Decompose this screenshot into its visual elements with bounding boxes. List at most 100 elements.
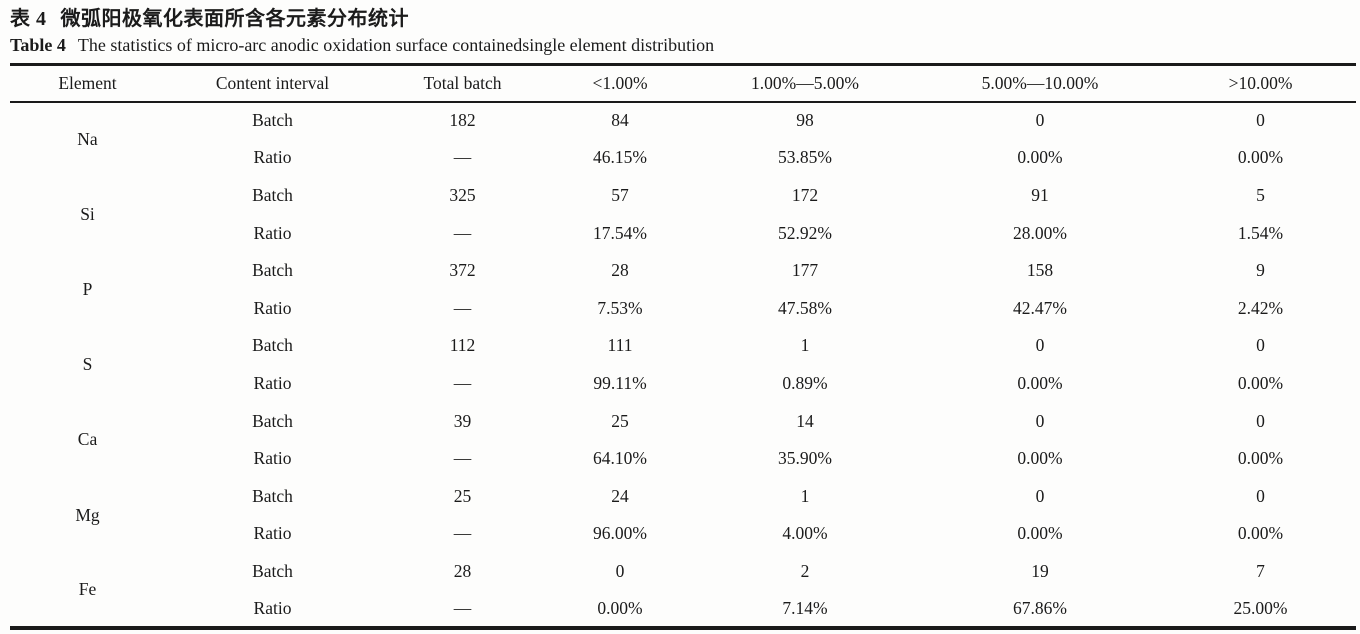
- value-cell: 17.54%: [593, 222, 647, 243]
- table-row-fe-batch: Fe Batch 28 0 2 19 7: [10, 553, 1356, 599]
- value-cell: 14: [796, 410, 814, 431]
- column-header-5-10pct: 5.00%—10.00%: [981, 72, 1099, 93]
- value-cell: 99.11%: [593, 372, 647, 393]
- table-caption-en: Table 4 The statistics of micro-arc anodi…: [10, 33, 1354, 58]
- value-cell: 0: [1035, 485, 1045, 506]
- value-cell: 0.00%: [1237, 147, 1284, 168]
- table-row-p-batch: P Batch 372 28 177 158 9: [10, 252, 1356, 299]
- value-cell: 1: [800, 335, 810, 356]
- value-cell: 0: [615, 560, 625, 581]
- value-cell: —: [453, 297, 472, 318]
- value-cell: 0: [1256, 335, 1265, 356]
- value-cell: 0: [1035, 410, 1045, 431]
- value-cell: 177: [791, 260, 819, 281]
- element-cell: Si: [80, 203, 95, 224]
- value-cell: 46.15%: [593, 147, 647, 168]
- row-label-ratio: Ratio: [253, 372, 292, 393]
- table-row-ca-batch: Ca Batch 39 25 14 0 0: [10, 402, 1356, 450]
- column-header-1-5pct: 1.00%—5.00%: [751, 72, 859, 93]
- value-cell: 0: [1256, 410, 1265, 431]
- value-cell: 47.58%: [778, 297, 832, 318]
- value-cell: 111: [607, 335, 633, 356]
- column-header-gt-10pct: >10.00%: [1228, 72, 1293, 93]
- value-cell: 1.54%: [1237, 222, 1284, 243]
- table-row-s-batch: S Batch 112 111 1 0 0: [10, 327, 1356, 374]
- table-caption-zh-text: 微弧阳极氧化表面所含各元素分布统计: [60, 8, 409, 30]
- row-label-ratio: Ratio: [253, 147, 292, 168]
- value-cell: 325: [449, 184, 476, 205]
- value-cell: 0.00%: [1237, 448, 1284, 469]
- table-row-si-batch: Si Batch 325 57 172 91 5: [10, 177, 1356, 224]
- value-cell: 28.00%: [1013, 222, 1067, 243]
- element-cell: S: [82, 354, 93, 375]
- value-cell: 96.00%: [593, 523, 647, 544]
- value-cell: —: [453, 222, 472, 243]
- value-cell: 372: [449, 260, 476, 281]
- element-cell: Fe: [78, 578, 97, 599]
- value-cell: 25.00%: [1233, 597, 1288, 618]
- value-cell: 0.00%: [1017, 147, 1063, 168]
- value-cell: 158: [1026, 260, 1054, 281]
- column-header-lt-1pct: <1.00%: [592, 72, 648, 93]
- row-label-ratio: Ratio: [253, 222, 292, 243]
- row-label-batch: Batch: [252, 110, 293, 131]
- value-cell: 91: [1031, 184, 1049, 205]
- table-caption-zh: 表 4 微弧阳极氧化表面所含各元素分布统计: [10, 6, 1354, 32]
- table-number-zh: 表 4: [10, 8, 47, 30]
- value-cell: 39: [453, 410, 472, 431]
- value-cell: 9: [1256, 260, 1265, 281]
- element-cell: Ca: [77, 429, 98, 450]
- value-cell: 64.10%: [593, 448, 647, 469]
- table-row-si-ratio: Ratio — 17.54% 52.92% 28.00% 1.54%: [10, 214, 1356, 252]
- value-cell: 172: [791, 184, 819, 205]
- value-cell: 57: [611, 184, 629, 205]
- value-cell: 0.00%: [1017, 523, 1063, 544]
- row-label-batch: Batch: [252, 184, 293, 205]
- table-row-fe-ratio: Ratio — 0.00% 7.14% 67.86% 25.00%: [10, 590, 1356, 628]
- value-cell: 42.47%: [1013, 297, 1067, 318]
- value-cell: 67.86%: [1013, 597, 1067, 618]
- column-header-content-interval: Content interval: [215, 72, 330, 93]
- element-cell: Na: [77, 129, 98, 150]
- value-cell: 0.00%: [1017, 372, 1063, 393]
- value-cell: 25: [453, 485, 472, 506]
- value-cell: 7.53%: [597, 297, 643, 318]
- value-cell: 98: [796, 110, 814, 131]
- value-cell: 0: [1256, 110, 1265, 131]
- value-cell: 0: [1035, 335, 1045, 356]
- value-cell: 28: [611, 260, 629, 281]
- value-cell: 24: [611, 485, 629, 506]
- value-cell: 2: [800, 560, 810, 581]
- value-cell: 4.00%: [782, 523, 828, 544]
- value-cell: 35.90%: [778, 448, 832, 469]
- column-header-total-batch: Total batch: [423, 72, 502, 93]
- row-label-ratio: Ratio: [253, 597, 292, 618]
- value-cell: —: [453, 147, 472, 168]
- table-row-na-batch: Na Batch 182 84 98 0 0: [10, 102, 1356, 149]
- value-cell: 19: [1031, 560, 1049, 581]
- table-row-mg-ratio: Ratio — 96.00% 4.00% 0.00% 0.00%: [10, 515, 1356, 553]
- value-cell: 2.42%: [1237, 297, 1284, 318]
- row-label-batch: Batch: [252, 260, 293, 281]
- value-cell: 7: [1256, 560, 1265, 581]
- value-cell: 53.85%: [778, 147, 832, 168]
- value-cell: 0.89%: [782, 372, 828, 393]
- column-header-element: Element: [58, 72, 117, 93]
- table-row-s-ratio: Ratio — 99.11% 0.89% 0.00% 0.00%: [10, 365, 1356, 403]
- row-label-ratio: Ratio: [253, 523, 292, 544]
- table-caption-en-text: The statistics of micro-arc anodic oxida…: [77, 35, 715, 55]
- value-cell: 84: [611, 110, 629, 131]
- row-label-batch: Batch: [252, 485, 293, 506]
- row-label-batch: Batch: [252, 410, 293, 431]
- value-cell: —: [453, 523, 472, 544]
- header-row: Element Content interval Total batch <1.…: [10, 65, 1356, 102]
- table-number-en: Table 4: [10, 35, 66, 55]
- row-label-ratio: Ratio: [253, 448, 292, 469]
- value-cell: 0.00%: [597, 597, 643, 618]
- value-cell: 7.14%: [782, 597, 828, 618]
- value-cell: 0.00%: [1237, 372, 1284, 393]
- element-cell: Mg: [75, 504, 100, 525]
- table-row-mg-batch: Mg Batch 25 24 1 0 0: [10, 477, 1356, 525]
- row-label-batch: Batch: [252, 560, 293, 581]
- value-cell: 182: [449, 110, 476, 131]
